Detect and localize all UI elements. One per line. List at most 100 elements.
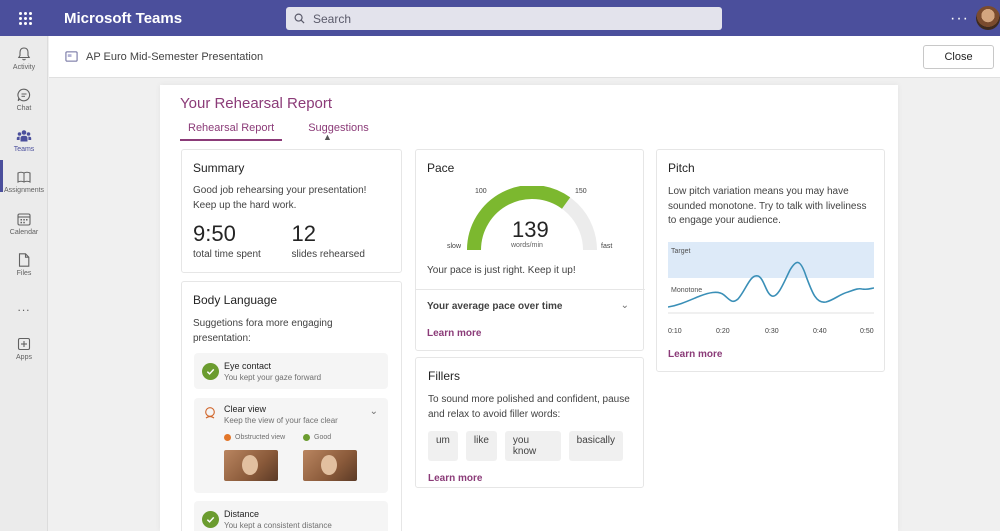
rail-more-icon[interactable]: ... — [17, 300, 31, 314]
fillers-title: Fillers — [428, 369, 460, 383]
pitch-learn-more-link[interactable]: Learn more — [668, 349, 723, 360]
monotone-label: Monotone — [671, 287, 702, 294]
slides-rehearsed-value: 12 — [291, 221, 316, 246]
rail-item-chat[interactable]: Chat — [0, 87, 48, 112]
pitch-title: Pitch — [668, 161, 695, 175]
fillers-text: To sound more polished and confident, pa… — [428, 394, 630, 420]
slides-rehearsed-label: slides rehearsed — [291, 249, 365, 260]
rail-label: Assignments — [3, 187, 45, 194]
gauge-label-fast: fast — [601, 243, 613, 250]
rail-item-apps[interactable]: Apps — [0, 336, 48, 361]
avatar[interactable] — [976, 6, 1000, 30]
search-input[interactable]: Search — [286, 7, 722, 30]
pace-message: Your pace is just right. Keep it up! — [427, 265, 576, 276]
pace-value: 139 — [512, 217, 549, 242]
item-name: Eye contact — [224, 361, 272, 371]
report-title: Your Rehearsal Report — [180, 95, 333, 112]
filler-chip: basically — [568, 431, 623, 461]
good-dot-icon — [303, 434, 310, 441]
pace-learn-more-link[interactable]: Learn more — [427, 328, 482, 339]
gauge-label-100: 100 — [475, 188, 487, 195]
filler-chip: um — [428, 431, 458, 461]
good-tag: Good — [303, 434, 331, 441]
rail-item-files[interactable]: Files — [0, 252, 48, 277]
pitch-chart: Target Monotone 0:10 0:20 0:30 0:40 0:50 — [668, 242, 875, 335]
x-tick: 0:30 — [765, 328, 779, 335]
rail-item-calendar[interactable]: Calendar — [0, 211, 48, 236]
pace-title: Pace — [427, 161, 455, 175]
obstructed-example-image — [224, 450, 278, 481]
target-band — [668, 242, 874, 278]
active-indicator — [0, 160, 3, 192]
search-placeholder: Search — [313, 11, 352, 26]
checkmark-icon — [202, 511, 219, 528]
pace-gauge — [467, 186, 597, 251]
filler-chip: you know — [504, 431, 561, 461]
obstructed-tag: Obstructed view — [224, 434, 285, 441]
app-launcher-icon[interactable] — [0, 0, 50, 36]
gauge-label-slow: slow — [447, 243, 462, 250]
rehearsal-report-panel: Your Rehearsal Report Rehearsal Report S… — [160, 85, 898, 531]
list-item-distance[interactable]: Distance You kept a consistent distance — [194, 501, 388, 531]
document-title: AP Euro Mid-Semester Presentation — [86, 50, 264, 63]
more-options-icon[interactable]: ··· — [950, 10, 969, 27]
filler-words: um like you know basically — [428, 431, 631, 461]
face-icon — [203, 406, 217, 425]
fillers-learn-more-link[interactable]: Learn more — [428, 473, 483, 484]
search-icon — [294, 13, 305, 24]
time-spent-label: total time spent — [193, 249, 261, 260]
item-name: Clear view — [224, 404, 267, 414]
bell-icon — [17, 47, 31, 61]
tab-suggestions[interactable]: Suggestions — [308, 122, 369, 134]
chevron-down-icon[interactable]: ⌄ — [369, 406, 378, 417]
rail-item-activity[interactable]: Activity — [0, 46, 48, 71]
divider — [416, 289, 645, 290]
rail-label: Calendar — [9, 229, 39, 236]
document-header: AP Euro Mid-Semester Presentation Close — [49, 36, 1000, 78]
rail-label: Files — [16, 270, 32, 277]
item-detail: You kept your gaze forward — [224, 373, 322, 382]
summary-title: Summary — [193, 161, 245, 175]
summary-text: Good job rehearsing your presentation! K… — [193, 185, 367, 211]
app-rail: Activity Chat Teams Assignments Calendar… — [0, 36, 48, 531]
list-item-clear-view[interactable]: Clear view Keep the view of your face cl… — [194, 398, 388, 493]
rail-label: Teams — [13, 146, 35, 153]
body-language-intro: Suggetions fora more engaging presentati… — [193, 318, 333, 344]
rail-item-assignments[interactable]: Assignments — [0, 169, 48, 194]
item-detail: You kept a consistent distance — [224, 521, 332, 530]
x-tick: 0:40 — [813, 328, 827, 335]
file-icon — [18, 253, 30, 267]
pitch-line — [668, 261, 875, 308]
filler-chip: like — [465, 431, 497, 461]
apps-icon — [17, 337, 31, 351]
summary-card: Summary Good job rehearsing your present… — [181, 149, 402, 273]
x-tick: 0:20 — [716, 328, 730, 335]
tab-rehearsal-report[interactable]: Rehearsal Report — [180, 120, 283, 141]
body-language-title: Body Language — [193, 293, 278, 307]
chevron-down-icon[interactable]: ⌄ — [620, 300, 629, 311]
fillers-card: Fillers To sound more polished and confi… — [415, 357, 644, 488]
x-tick: 0:10 — [668, 328, 682, 335]
app-title: Microsoft Teams — [64, 9, 183, 27]
presentation-icon — [65, 51, 78, 62]
mouse-cursor-icon: ▲ — [323, 132, 332, 142]
pitch-text: Low pitch variation means you may have s… — [668, 186, 867, 226]
rail-label: Apps — [16, 354, 32, 361]
average-pace-toggle[interactable]: Your average pace over time — [427, 301, 563, 312]
checkmark-icon — [202, 363, 219, 380]
calendar-icon — [17, 213, 31, 226]
x-tick: 0:50 — [860, 328, 874, 335]
top-bar: Microsoft Teams Search ··· — [0, 0, 1000, 36]
body-language-card: Body Language Suggetions fora more engag… — [181, 281, 402, 531]
teams-icon — [16, 130, 32, 142]
rail-item-teams[interactable]: Teams — [0, 128, 48, 153]
assignments-icon — [17, 171, 31, 183]
close-button[interactable]: Close — [923, 45, 994, 69]
pitch-card: Pitch Low pitch variation means you may … — [656, 149, 885, 372]
time-spent-value: 9:50 — [193, 221, 236, 246]
good-example-image — [303, 450, 357, 481]
item-detail: Keep the view of your face clear — [224, 416, 338, 425]
report-tabs: Rehearsal Report Suggestions — [180, 120, 395, 141]
rail-label: Chat — [16, 105, 32, 112]
list-item-eye-contact[interactable]: Eye contact You kept your gaze forward — [194, 353, 388, 389]
